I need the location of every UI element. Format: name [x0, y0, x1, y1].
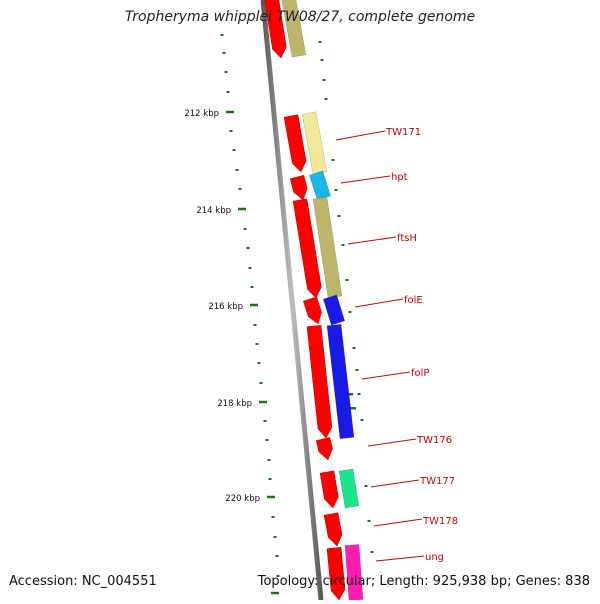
scale-dot [243, 228, 247, 230]
scale-dot [331, 159, 335, 161]
cds-arrow [319, 470, 339, 509]
scale-dot [355, 369, 359, 371]
gene-label: TW176 [416, 435, 452, 446]
scale-dot [367, 520, 371, 522]
gene-block [308, 170, 332, 201]
scale-dot [226, 91, 230, 93]
scale-dot [257, 362, 261, 364]
cds-arrow [283, 114, 307, 173]
gene-label: hpt [391, 172, 408, 183]
scale-dot [345, 279, 349, 281]
gene-leader-line [375, 555, 425, 562]
backbone [260, 0, 324, 601]
gene-leader-line [340, 175, 391, 184]
scale-dot [322, 79, 326, 81]
scale-dot [255, 343, 259, 345]
gene-block [338, 468, 360, 509]
gene-block [301, 111, 328, 175]
topology-text: Topology: circular; Length: 925,938 bp; … [257, 574, 590, 589]
gene-track [281, 0, 364, 601]
gene-label: ftsH [397, 233, 417, 244]
gene-block [281, 0, 307, 58]
scale-dot [259, 382, 263, 384]
gene-leader-line [354, 298, 404, 308]
scale-ticks: 212 kbp 214 kbp 216 kbp 218 kbp 220 kbp [184, 5, 374, 595]
scale-dot [337, 215, 341, 217]
scale-dot [235, 169, 239, 171]
cds-arrow [292, 198, 322, 299]
scale-dot [238, 188, 242, 190]
gene-leader-line [347, 236, 397, 245]
scale-dot [220, 34, 224, 36]
cds-arrow [264, 0, 287, 59]
scale-dot [222, 52, 226, 54]
scale-dot [250, 286, 254, 288]
scale-dot [271, 516, 275, 518]
cds-arrow [302, 296, 322, 325]
gene-leader-line [370, 479, 420, 488]
scale-dot [246, 247, 250, 249]
scale-dot [265, 439, 269, 441]
gene-block [326, 323, 355, 440]
cds-arrow [306, 325, 333, 439]
scale-dot [232, 149, 236, 151]
scale-tick [348, 407, 356, 410]
scale-tick-label: 216 kbp [208, 302, 243, 312]
scale-dot [267, 459, 271, 461]
map-title: Tropheryma whipplei TW08/27, complete ge… [124, 9, 476, 25]
scale-dot [341, 244, 345, 246]
scale-dot [348, 311, 352, 313]
scale-dot [324, 98, 328, 100]
scale-dot [320, 59, 324, 61]
scale-dot [318, 41, 322, 43]
scale-dot [364, 485, 368, 487]
scale-tick-label: 220 kbp [225, 494, 260, 504]
backbone-line [260, 0, 324, 601]
cds-arrow [315, 437, 333, 461]
scale-dot [360, 419, 364, 421]
gene-block [344, 544, 364, 601]
scale-dot [273, 536, 277, 538]
scale-dot [276, 575, 280, 577]
accession-text: Accession: NC_004551 [9, 574, 157, 589]
scale-dot [268, 478, 272, 480]
cds-arrow [289, 174, 308, 201]
gene-label: TW171 [385, 127, 421, 138]
scale-dot [253, 324, 257, 326]
scale-dot [263, 420, 267, 422]
scale-tick-label: 212 kbp [184, 109, 219, 119]
gene-label: folE [404, 295, 423, 306]
scale-dot [357, 393, 361, 395]
cds-arrow [323, 512, 343, 547]
scale-tick-label: 218 kbp [217, 399, 252, 409]
gene-leader-line [335, 130, 386, 141]
scale-dot [352, 347, 356, 349]
gene-block [312, 196, 343, 299]
gene-block [322, 294, 346, 326]
gene-label: folP [411, 368, 429, 379]
gene-labels: TW171 hpt ftsH folE folP TW176 TW177 TW178 ung [335, 127, 458, 563]
cds-arrow [326, 547, 346, 601]
scale-dot [248, 267, 252, 269]
gene-leader-line [367, 438, 417, 447]
scale-dot [370, 551, 374, 553]
gene-label: TW177 [419, 476, 455, 487]
scale-tick-label: 214 kbp [196, 206, 231, 216]
gene-leader-line [361, 371, 411, 380]
scale-dot [275, 555, 279, 557]
scale-dot [224, 71, 228, 73]
gene-label: ung [425, 552, 444, 563]
scale-dot [334, 189, 338, 191]
scale-dot [229, 130, 233, 132]
cds-track [264, 0, 346, 601]
gene-leader-line [373, 518, 423, 527]
gene-label: TW178 [422, 516, 458, 527]
